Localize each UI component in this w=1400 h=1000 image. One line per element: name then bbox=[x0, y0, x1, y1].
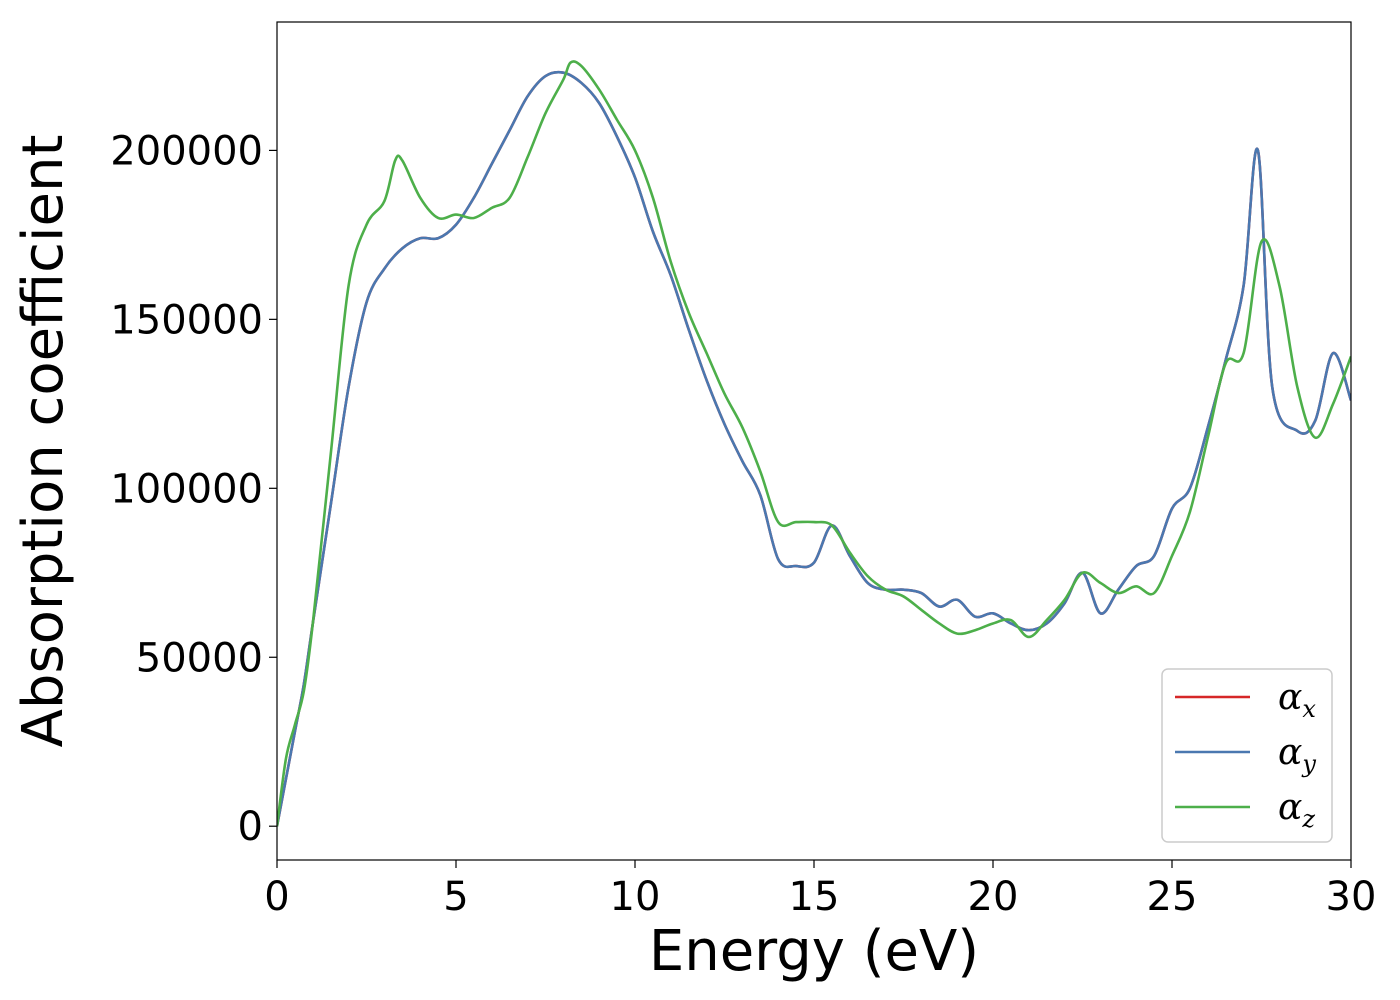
y-axis-title: Absorption coefficient bbox=[11, 135, 76, 748]
legend-box bbox=[1161, 668, 1333, 843]
y-axis: 0 50000 100000 150000 200000 bbox=[110, 128, 277, 850]
legend-label-x: αx bbox=[1278, 677, 1316, 723]
x-tick-label: 5 bbox=[443, 874, 468, 920]
x-tick-label: 25 bbox=[1147, 874, 1198, 920]
x-tick-label: 10 bbox=[610, 874, 661, 920]
y-tick-label: 100000 bbox=[110, 466, 263, 512]
legend-label-z: αz bbox=[1278, 787, 1315, 833]
legend-label-y: αy bbox=[1278, 732, 1316, 778]
y-tick-label: 200000 bbox=[110, 128, 263, 174]
series-line-z bbox=[277, 60, 1351, 827]
x-tick-label: 20 bbox=[968, 874, 1019, 920]
x-tick-label: 30 bbox=[1326, 874, 1377, 920]
series-layer bbox=[277, 60, 1351, 827]
y-tick-label: 150000 bbox=[110, 297, 263, 343]
x-tick-label: 15 bbox=[789, 874, 840, 920]
x-tick-label: 0 bbox=[264, 874, 289, 920]
x-axis-title: Energy (eV) bbox=[649, 919, 979, 984]
x-axis: 0 5 10 15 20 25 30 bbox=[264, 860, 1376, 920]
y-tick-label: 50000 bbox=[136, 635, 263, 681]
series-line-y bbox=[277, 70, 1351, 827]
y-tick-label: 0 bbox=[238, 804, 263, 850]
legend: αx αy αz bbox=[1161, 668, 1333, 843]
